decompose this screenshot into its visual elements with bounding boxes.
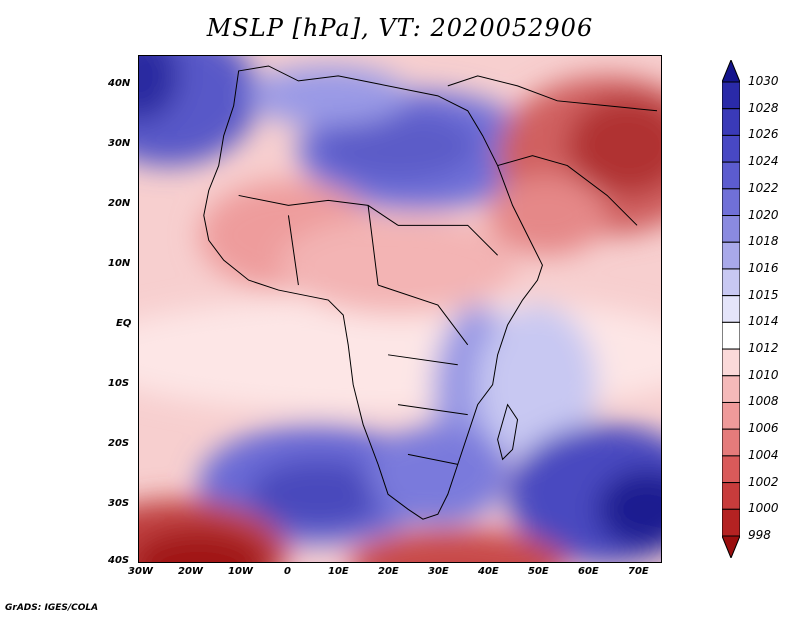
colorbar-label: 1018 (748, 234, 779, 249)
lon-label-1: 20W (178, 566, 203, 577)
colorbar-label: 1012 (748, 341, 779, 356)
colorbar (722, 60, 740, 558)
colorbar-box (722, 348, 740, 377)
colorbar-box (722, 428, 740, 457)
colorbar-label: 1022 (748, 180, 779, 195)
lon-label-9: 60E (578, 566, 599, 577)
lon-label-4: 10E (328, 566, 349, 577)
lon-label-3: 0 (284, 566, 291, 577)
colorbar-label: 998 (748, 528, 771, 542)
credit-text: GrADS: IGES/COLA (5, 603, 99, 613)
lat-label-6: 20S (108, 438, 130, 449)
colorbar-box (722, 321, 740, 350)
colorbar-label: 1020 (748, 207, 779, 222)
colorbar-label: 1016 (748, 260, 779, 275)
colorbar-box (722, 161, 740, 190)
colorbar-label: 1028 (748, 100, 779, 115)
lat-label-5: 10S (108, 378, 130, 389)
colorbar-label: 1015 (748, 287, 779, 302)
lon-label-0: 30W (128, 566, 153, 577)
colorbar-box (722, 401, 740, 430)
pressure-map (138, 55, 662, 563)
colorbar-label: 1024 (748, 154, 779, 169)
colorbar-label: 1010 (748, 367, 779, 382)
colorbar-box (722, 295, 740, 323)
lat-label-2: 20N (108, 198, 131, 209)
colorbar-box (722, 108, 740, 136)
lon-label-10: 70E (628, 566, 649, 577)
lat-label-4: EQ (116, 318, 132, 329)
colorbar-box (722, 81, 740, 110)
colorbar-box (722, 268, 740, 297)
pressure-field (139, 56, 661, 562)
colorbar-box (722, 508, 740, 537)
lon-label-2: 10W (228, 566, 253, 577)
colorbar-label: 1026 (748, 127, 779, 142)
colorbar-box (722, 188, 740, 217)
lon-label-8: 50E (528, 566, 549, 577)
lon-label-7: 40E (478, 566, 499, 577)
colorbar-label: 1002 (748, 474, 779, 489)
colorbar-label: 1014 (748, 314, 779, 329)
lat-label-1: 30N (108, 138, 131, 149)
lat-label-8: 40S (108, 555, 130, 566)
colorbar-box (722, 215, 740, 243)
colorbar-label: 1008 (748, 394, 779, 409)
colorbar-box (722, 482, 740, 510)
colorbar-label: 1000 (748, 501, 779, 516)
lat-label-3: 10N (108, 258, 131, 269)
colorbar-top-arrow (722, 60, 740, 83)
lon-label-5: 20E (378, 566, 399, 577)
colorbar-box (722, 375, 740, 403)
colorbar-box (722, 455, 740, 484)
colorbar-label: 1006 (748, 421, 779, 436)
lat-label-7: 30S (108, 498, 130, 509)
lon-label-6: 30E (428, 566, 449, 577)
colorbar-bottom-arrow (722, 535, 740, 558)
lat-label-0: 40N (108, 78, 131, 89)
map-panel: 30W 20W 10W 0 10E 20E 30E 40E 50E 60E 70… (108, 55, 662, 577)
map-title: MSLP [hPa], VT: 2020052906 (206, 14, 594, 42)
colorbar-box (722, 134, 740, 163)
colorbar-label: 1030 (748, 74, 779, 88)
coastline (203, 65, 658, 520)
colorbar-box (722, 241, 740, 270)
colorbar-label: 1004 (748, 447, 779, 462)
